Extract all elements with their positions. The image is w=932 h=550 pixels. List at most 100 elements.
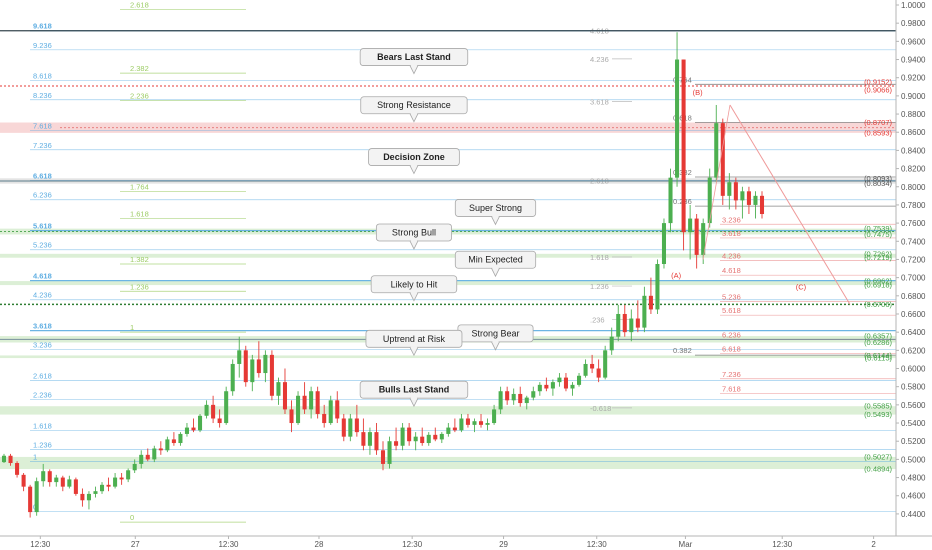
candle-body [361, 432, 366, 446]
candle-body [550, 382, 555, 389]
fib-level-label: 2.618 [130, 1, 149, 10]
callout-pointer [409, 292, 419, 302]
price-level-label: (0.7262) [864, 249, 892, 258]
candle-body [426, 434, 431, 444]
x-tick-label: 27 [131, 540, 140, 549]
fib-level-label: 8.618 [33, 72, 52, 81]
callout-label: Strong Bear [471, 328, 519, 338]
fib-level-label: 2.382 [130, 64, 149, 73]
wave-label: (B) [693, 88, 704, 97]
callout-label: Decision Zone [383, 152, 445, 162]
callout-pointer [409, 113, 419, 123]
fib-level-label: 5.618 [33, 222, 52, 231]
price-level-label: (0.4894) [864, 465, 892, 474]
zone-band [0, 355, 896, 359]
price-level-label: (0.6918) [864, 281, 892, 290]
fib-level-label: 6.618 [33, 172, 52, 181]
callout-pointer [409, 165, 419, 175]
y-tick-label: 0.5600 [901, 401, 926, 410]
x-tick-label: 12:30 [218, 540, 239, 549]
candle-body [99, 484, 105, 492]
x-tick-label: 12:30 [402, 540, 423, 549]
fib-level-label: 7.618 [33, 122, 52, 131]
candle-body [720, 123, 725, 196]
candle-body [675, 59, 680, 178]
candle-body [531, 391, 536, 398]
ext-level-label: 5.618 [722, 306, 741, 315]
callout-label: Super Strong [469, 203, 522, 213]
candle-body [387, 441, 392, 464]
candle-body [433, 434, 438, 440]
candle-body [113, 477, 118, 487]
candle-body [367, 432, 372, 446]
candle-body [282, 382, 288, 410]
candle-body [465, 418, 470, 425]
y-tick-label: 0.9600 [901, 37, 926, 46]
price-level-label: (0.7539) [864, 224, 892, 233]
ext-level-label: 6.236 [722, 331, 741, 340]
fib-level-label: 8.236 [33, 91, 52, 100]
candle-body [34, 481, 39, 513]
candle-body [21, 474, 26, 487]
zone-band [0, 253, 896, 258]
callout-label: Bears Last Stand [377, 52, 451, 62]
fib-level-label: 6.236 [33, 191, 52, 200]
candle-body [224, 391, 229, 424]
fib-levels-layer: 9.618 9.236 8.618 8.236 7.618 7.236 6.618 6.236… [0, 1, 896, 523]
candle-body [472, 421, 477, 425]
y-tick-label: 0.5800 [901, 383, 926, 392]
candle-body [609, 336, 614, 351]
ext-level-label: 5.236 [722, 293, 741, 302]
candle-body [668, 177, 673, 224]
candle-body [518, 393, 523, 404]
fib-level-label: 1.618 [590, 253, 609, 262]
y-tick-label: 0.7800 [901, 201, 926, 210]
fib-level-label: 1 [130, 323, 134, 332]
price-level-label: (0.5585) [864, 402, 892, 411]
candle-body [73, 479, 78, 494]
callout-pointer [409, 65, 419, 75]
candle-body [380, 450, 386, 464]
candle-body [733, 182, 738, 201]
y-tick-label: 0.5400 [901, 419, 926, 428]
candles-layer [1, 32, 765, 518]
candle-body [41, 471, 46, 482]
candle-body [498, 391, 503, 410]
candle-body [269, 354, 274, 396]
candle-body [577, 375, 582, 385]
candle-body [152, 448, 157, 460]
candle-body [622, 313, 627, 333]
candle-body [661, 223, 667, 264]
fib-level-label: 3.618 [33, 322, 52, 331]
candle-body [198, 415, 203, 431]
candle-body [126, 470, 131, 480]
fib-level-label: 2.236 [130, 91, 149, 100]
y-tick-label: 0.7400 [901, 237, 926, 246]
callout-label: Uptrend at Risk [383, 334, 446, 344]
y-tick-label: 0.4600 [901, 492, 926, 501]
ext-level-label: 7.618 [722, 384, 741, 393]
wave-label: (A) [671, 271, 682, 280]
price-axis: 1.0000 0.9800 0.9600 0.9400 0.9200 0.9000 0.88… [896, 1, 926, 519]
candle-body [158, 448, 163, 451]
candle-body [191, 427, 196, 431]
price-level-label: (0.9152) [864, 78, 892, 87]
candle-body [524, 397, 529, 404]
price-level-label: (0.6115) [865, 354, 893, 363]
candle-body [616, 313, 621, 337]
candle-body [746, 191, 751, 205]
fib-level-label: 9.236 [33, 41, 52, 50]
candle-body [583, 363, 588, 376]
candle-body [315, 391, 320, 414]
candle-body [217, 418, 222, 424]
candle-body [714, 123, 719, 178]
candle-body [60, 477, 65, 487]
candle-body [537, 384, 542, 392]
candle-body [394, 441, 399, 446]
x-tick-label: 12:30 [30, 540, 51, 549]
fib-level-label: 4.236 [590, 55, 609, 64]
callout-pointer [409, 240, 419, 250]
candle-body [341, 418, 346, 437]
price-level-label: (0.6357) [864, 332, 892, 341]
candle-body [132, 463, 137, 471]
